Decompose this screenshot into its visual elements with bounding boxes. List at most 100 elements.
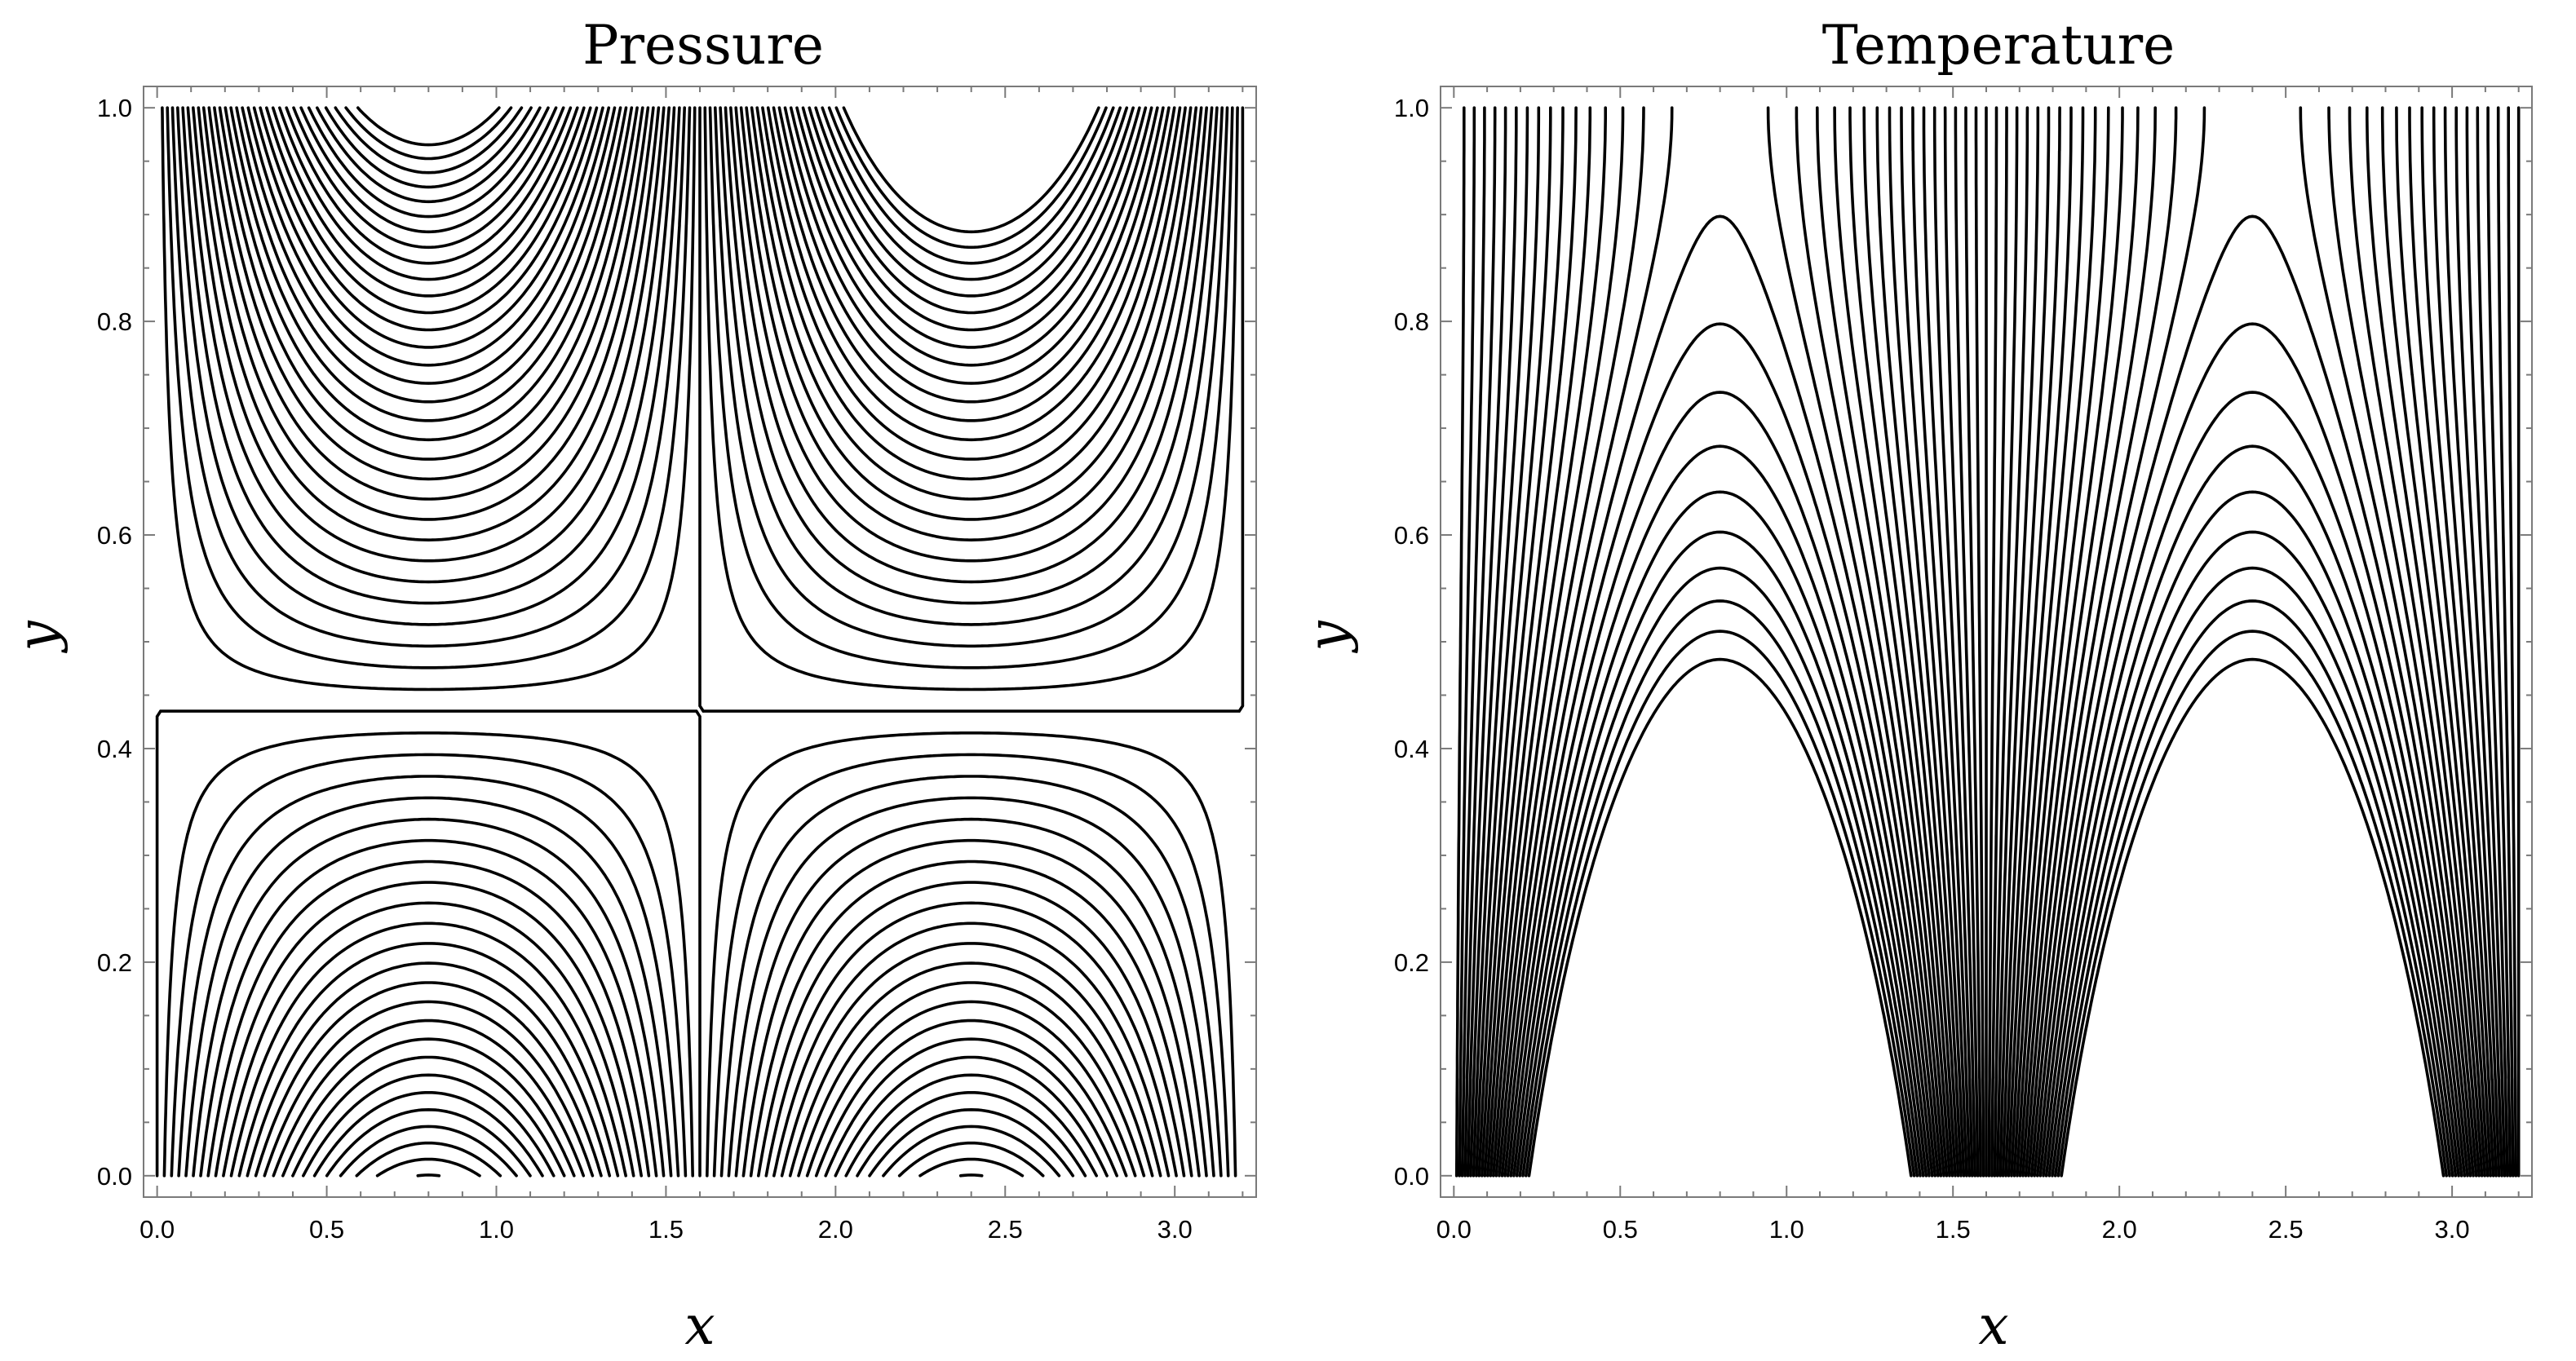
pressure-contour-line xyxy=(292,106,984,1178)
temperature-contour-line xyxy=(1469,106,1972,1178)
pressure-contour-line xyxy=(246,106,1182,1178)
pressure-y-axis-label: y xyxy=(6,621,69,654)
pressure-contour-line xyxy=(285,106,1025,1178)
temperature-contour-line xyxy=(1458,106,1982,1178)
pressure-contour-line xyxy=(416,106,1108,1178)
temperature-contour-line xyxy=(2004,106,2501,1178)
pressure-contour-line xyxy=(278,106,1045,1178)
temperature-contour-line xyxy=(2018,106,2486,1178)
temperature-y-axis-label: y xyxy=(1296,621,1359,654)
temperature-x-tick-label: 1.5 xyxy=(1936,1215,1971,1244)
pressure-contour-line xyxy=(176,106,1215,1178)
pressure-contour-line xyxy=(355,106,1122,1178)
pressure-contour-line xyxy=(271,106,1061,1178)
temperature-contour-line xyxy=(2033,214,2472,1178)
temperature-contour-line xyxy=(2051,566,2454,1178)
temperature-contour-line xyxy=(1454,106,1985,1178)
temperature-contour-line xyxy=(1998,106,2507,1178)
pressure-contour-line xyxy=(265,106,1075,1178)
temperature-contour-line xyxy=(1512,490,1928,1178)
temperature-y-tick-label: 0.0 xyxy=(1394,1162,1429,1191)
temperature-contour-line xyxy=(1506,391,1934,1178)
temperature-contour-line xyxy=(1494,106,1945,1178)
pressure-contour-line xyxy=(246,106,1109,1178)
pressure-contour-line xyxy=(161,106,1237,1178)
temperature-contour-line xyxy=(1466,106,1974,1178)
pressure-x-tick-label: 0.0 xyxy=(139,1215,175,1244)
pressure-contour-line xyxy=(177,106,1229,1178)
temperature-contour-line xyxy=(2044,490,2460,1178)
temperature-plot-frame xyxy=(1440,86,2533,1198)
temperature-contours xyxy=(1454,106,2521,1178)
pressure-x-tick-label: 2.5 xyxy=(988,1215,1023,1244)
temperature-contour-line xyxy=(1460,106,1980,1178)
pressure-contour-line xyxy=(316,106,542,204)
temperature-x-tick-label: 1.0 xyxy=(1769,1215,1804,1244)
pressure-contour-line xyxy=(218,106,1154,1178)
pressure-contour-line xyxy=(229,106,1193,1178)
temperature-contour-line xyxy=(2029,106,2475,1178)
pressure-contour-line xyxy=(170,106,1234,1178)
temperature-x-tick-label: 2.0 xyxy=(2102,1215,2137,1244)
pressure-x-tick-label: 1.5 xyxy=(648,1215,684,1244)
pressure-contour-line xyxy=(375,106,1115,1178)
pressure-contour-line xyxy=(186,106,1201,1178)
pressure-contour-line xyxy=(192,106,1193,1178)
temperature-contour-line xyxy=(1486,106,1954,1178)
temperature-contour-line xyxy=(1525,630,1916,1178)
pressure-contour-line xyxy=(207,106,1171,1178)
pressure-contour-line xyxy=(252,106,1098,1178)
pressure-y-tick-label: 0.6 xyxy=(97,521,132,550)
temperature-y-tick-label: 1.0 xyxy=(1394,94,1429,122)
temperature-contour-line xyxy=(1477,106,1963,1178)
temperature-contour-line xyxy=(2060,657,2445,1178)
temperature-contour-line xyxy=(1489,106,1951,1178)
pressure-x-tick-label: 1.0 xyxy=(479,1215,514,1244)
temperature-contour-line xyxy=(1475,106,1966,1178)
temperature-contour-line xyxy=(2053,599,2451,1178)
pressure-plot-frame xyxy=(143,86,1257,1198)
pressure-x-tick-label: 0.5 xyxy=(309,1215,344,1244)
temperature-y-tick-label: 0.2 xyxy=(1394,948,1429,977)
pressure-contour-line xyxy=(339,106,1129,1178)
temperature-contour-line xyxy=(1985,106,2521,1178)
temperature-contour-line xyxy=(1498,106,1943,1178)
pressure-contour-line xyxy=(302,106,1148,1178)
pressure-contour-line xyxy=(356,106,501,147)
pressure-contour-line xyxy=(197,106,1186,1178)
temperature-contour-line xyxy=(1518,566,1922,1178)
pressure-contour-line xyxy=(206,106,1208,1178)
pressure-contour-line xyxy=(214,106,1203,1178)
temperature-x-tick-label: 0.0 xyxy=(1436,1215,1472,1244)
pressure-contour-line xyxy=(291,106,1153,1178)
temperature-contour-line xyxy=(1463,106,1977,1178)
pressure-contour-line xyxy=(222,106,1198,1178)
pressure-contour-line xyxy=(170,106,1223,1178)
temperature-contour-line xyxy=(1987,106,2518,1178)
pressure-title: Pressure xyxy=(582,14,824,77)
temperature-contour-line xyxy=(2021,106,2484,1178)
pressure-contour-line xyxy=(281,106,1159,1178)
pressure-y-tick-label: 0.2 xyxy=(97,948,132,977)
pressure-contour-line xyxy=(254,106,1176,1178)
temperature-title: Temperature xyxy=(1822,14,2175,77)
temperature-ticks xyxy=(1441,86,2532,1197)
pressure-panel: Pressure 0.0 0.5 1.0 1.5 2.0 2.5 3.00.00.20.40… xyxy=(6,14,1257,1357)
temperature-contour-line xyxy=(1509,444,1931,1178)
temperature-contour-line xyxy=(2001,106,2503,1178)
pressure-contour-line xyxy=(166,106,1230,1178)
pressure-x-axis-label: x xyxy=(684,1294,715,1357)
pressure-contour-line xyxy=(184,106,1224,1178)
pressure-contour-line xyxy=(224,106,1146,1178)
temperature-contour-line xyxy=(1503,322,1937,1178)
temperature-contour-line xyxy=(2016,106,2490,1178)
temperature-contour-line xyxy=(1995,106,2509,1178)
pressure-y-tick-label: 0.8 xyxy=(97,307,132,336)
temperature-contour-line xyxy=(1483,106,1957,1178)
temperature-contour-line xyxy=(1481,106,1960,1178)
pressure-contour-line xyxy=(201,106,1178,1178)
temperature-contour-line xyxy=(1472,106,1968,1178)
pressure-contour-line xyxy=(235,106,1128,1178)
pressure-contours xyxy=(155,106,1245,1178)
